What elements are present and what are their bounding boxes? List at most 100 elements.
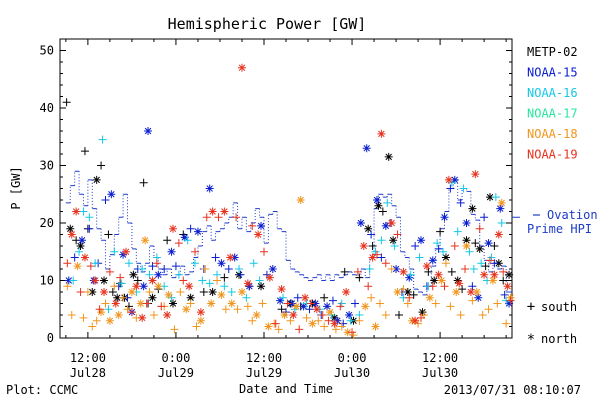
north-point-noaa-15 xyxy=(345,311,354,319)
marker-stroke xyxy=(115,311,122,319)
north-point-noaa-15 xyxy=(217,259,226,268)
y-tick-label: 50 xyxy=(40,44,54,58)
marker-stroke xyxy=(301,294,309,301)
north-point-noaa-18 xyxy=(127,288,136,296)
north-point-noaa-19 xyxy=(254,230,263,239)
x-tick-time-label: 12:00 xyxy=(70,351,106,365)
marker-stroke xyxy=(281,311,288,319)
marker-stroke xyxy=(363,145,370,152)
south-point-noaa-16 xyxy=(477,259,486,268)
south-point-noaa-19 xyxy=(485,256,494,265)
south-point-noaa-16 xyxy=(98,135,107,144)
south-point-noaa-18 xyxy=(176,288,185,296)
south-point-metp-02 xyxy=(471,239,480,248)
south-point-noaa-18 xyxy=(123,305,132,314)
north-point-metp-02 xyxy=(100,276,109,285)
north-point-noaa-15 xyxy=(78,236,87,245)
south-point-noaa-18 xyxy=(213,276,222,285)
south-point-metp-02 xyxy=(320,293,329,302)
south-point-noaa-16 xyxy=(497,219,506,227)
north-point-noaa-19 xyxy=(111,299,120,308)
south-point-noaa-15 xyxy=(377,253,386,262)
marker-stroke xyxy=(378,130,385,138)
north-point-noaa-18 xyxy=(207,299,216,308)
south-point-noaa-16 xyxy=(75,247,84,256)
north-point-noaa-15 xyxy=(381,221,390,230)
south-point-noaa-19 xyxy=(142,299,151,308)
marker-stroke xyxy=(293,303,300,310)
marker-stroke xyxy=(451,176,458,184)
south-point-noaa-19 xyxy=(506,296,515,305)
marker-stroke xyxy=(504,283,511,290)
south-point-metp-02 xyxy=(340,267,349,276)
south-point-noaa-18 xyxy=(101,299,110,308)
south-point-noaa-18 xyxy=(248,316,257,325)
marker-stroke xyxy=(144,127,152,135)
marker-stroke xyxy=(149,294,156,301)
marker-stroke xyxy=(453,288,460,296)
marker-stroke xyxy=(187,294,194,301)
north-point-noaa-15 xyxy=(323,302,332,311)
south-point-noaa-18 xyxy=(233,305,242,314)
south-point-noaa-19 xyxy=(295,325,304,334)
x-tick-time-label: 12:00 xyxy=(422,351,458,365)
south-point-noaa-19 xyxy=(499,267,508,276)
marker-stroke xyxy=(81,254,89,261)
south-point-noaa-15 xyxy=(224,265,233,273)
south-point-noaa-19 xyxy=(450,242,459,250)
legend-entry-noaa-16: NOAA-16 xyxy=(527,86,578,100)
south-point-noaa-18 xyxy=(92,316,101,325)
north-point-noaa-15 xyxy=(139,282,148,291)
south-point-noaa-19 xyxy=(353,267,362,276)
south-point-noaa-18 xyxy=(456,311,465,319)
south-point-noaa-16 xyxy=(242,293,251,302)
south-point-metp-02 xyxy=(80,147,89,156)
north-point-noaa-19 xyxy=(72,207,81,216)
marker-key-north-label: north xyxy=(541,332,577,346)
marker-stroke xyxy=(467,288,475,296)
marker-stroke xyxy=(463,237,470,244)
south-point-metp-02 xyxy=(378,207,387,216)
south-point-noaa-15 xyxy=(211,253,220,262)
south-point-metp-02 xyxy=(163,236,172,245)
north-point-noaa-18 xyxy=(154,282,163,291)
north-point-metp-02 xyxy=(505,270,514,279)
south-point-noaa-19 xyxy=(63,259,72,268)
south-point-noaa-15 xyxy=(171,262,180,271)
south-point-metp-02 xyxy=(355,273,364,282)
marker-stroke xyxy=(168,248,175,255)
south-point-metp-02 xyxy=(220,273,229,282)
north-point-metp-02 xyxy=(441,253,450,262)
north-point-noaa-19 xyxy=(312,305,321,314)
marker-stroke xyxy=(130,271,137,278)
marker-stroke xyxy=(194,228,202,235)
south-point-noaa-15 xyxy=(490,259,499,268)
marker-stroke xyxy=(323,303,331,310)
y-tick-label: 40 xyxy=(40,101,54,115)
north-point-noaa-19 xyxy=(132,282,141,291)
marker-stroke xyxy=(78,237,86,244)
south-point-noaa-16 xyxy=(104,305,113,314)
north-point-noaa-19 xyxy=(243,279,252,288)
marker-stroke xyxy=(72,208,80,215)
marker-stroke xyxy=(475,294,482,301)
south-point-noaa-18 xyxy=(468,296,477,305)
south-point-noaa-19 xyxy=(271,319,280,328)
marker-stroke xyxy=(344,329,351,336)
marker-stroke xyxy=(238,64,246,71)
south-point-noaa-19 xyxy=(157,302,166,311)
ovation-legend-label-1: Ovation xyxy=(547,208,598,222)
marker-stroke xyxy=(253,311,260,319)
north-point-noaa-18 xyxy=(164,290,173,299)
north-point-metp-02 xyxy=(208,288,217,296)
north-point-noaa-18 xyxy=(105,316,114,325)
south-point-noaa-18 xyxy=(403,299,412,308)
south-point-noaa-16 xyxy=(249,259,258,268)
south-point-metp-02 xyxy=(133,276,142,285)
marker-stroke xyxy=(441,214,448,221)
marker-stroke xyxy=(473,288,481,296)
marker-stroke xyxy=(312,300,319,307)
marker-stroke xyxy=(435,271,442,278)
south-point-noaa-16 xyxy=(85,213,94,222)
x-tick-date-label: Jul29 xyxy=(158,366,194,380)
